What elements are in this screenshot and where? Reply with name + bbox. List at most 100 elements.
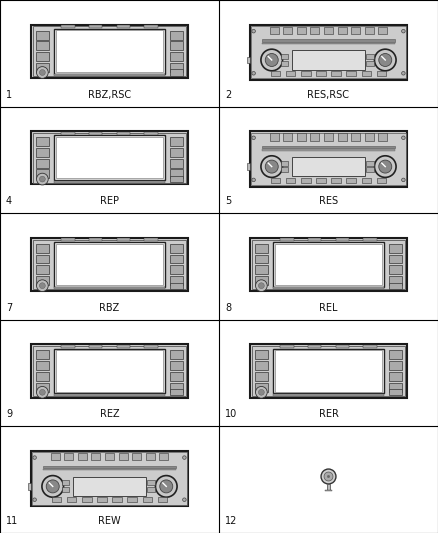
Bar [142,497,152,503]
Bar [32,133,187,182]
Bar [281,54,288,59]
Bar [270,27,279,34]
Bar [338,133,346,141]
Bar [170,372,183,381]
Bar [280,238,294,241]
Bar [113,497,122,503]
Bar [31,131,188,184]
Bar [89,238,102,241]
Text: RES,RSC: RES,RSC [307,90,350,100]
Bar [170,159,183,167]
Bar [338,27,346,34]
Bar [273,287,384,289]
Circle shape [155,475,177,497]
Bar [36,63,49,72]
Bar [78,453,87,461]
Bar [36,42,49,50]
Bar [377,71,386,76]
Circle shape [252,71,255,75]
Bar [389,389,402,395]
Circle shape [36,173,48,185]
Bar [54,29,165,74]
Bar [170,176,183,182]
Bar [61,238,75,241]
Bar [170,148,183,157]
Bar [286,177,296,183]
Circle shape [258,390,264,395]
Circle shape [265,53,278,67]
Bar [346,177,356,183]
Bar [292,157,365,176]
Bar [147,487,155,492]
Bar [36,361,49,370]
Bar [366,160,374,166]
Bar [325,490,332,491]
Bar [31,238,188,291]
Circle shape [252,29,255,33]
Text: REZ: REZ [100,409,119,419]
Text: RER: RER [318,409,339,419]
Bar [255,276,268,285]
Bar [36,350,49,359]
Bar [311,133,319,141]
Text: 9: 9 [6,409,12,419]
Bar [54,242,165,287]
Bar [62,487,69,492]
Bar [127,497,137,503]
Bar [61,345,75,348]
Circle shape [402,71,405,75]
Circle shape [379,53,392,67]
Bar [262,43,395,44]
Text: 8: 8 [225,303,231,313]
Text: 10: 10 [225,409,237,419]
Bar [117,345,130,348]
Bar [366,167,374,172]
Bar [28,483,32,490]
Bar [54,181,165,183]
Bar [158,497,167,503]
Bar [32,27,187,76]
Bar [89,132,102,135]
Bar [255,361,268,370]
Bar [275,350,382,392]
Bar [316,71,325,76]
Bar [389,361,402,370]
Circle shape [252,178,255,182]
Text: 5: 5 [225,196,231,206]
Bar [297,27,306,34]
Bar [281,167,288,172]
Bar [170,383,183,392]
Bar [170,30,183,39]
Bar [389,350,402,359]
Bar [251,346,406,395]
Bar [273,394,384,396]
Bar [170,389,183,395]
Bar [51,453,60,461]
Bar [36,244,49,253]
Bar [36,52,49,61]
Bar [105,453,114,461]
Bar [54,287,165,289]
Bar [389,265,402,274]
Bar [36,383,49,392]
Bar [324,133,333,141]
Bar [89,25,102,28]
Bar [251,240,406,289]
Bar [255,255,268,263]
Bar [67,497,77,503]
Circle shape [374,49,396,71]
Bar [389,276,402,285]
Bar [32,453,187,505]
Bar [159,453,168,461]
Bar [262,146,395,148]
Bar [297,133,306,141]
Bar [351,133,360,141]
Bar [255,372,268,381]
Bar [378,133,387,141]
Bar [36,159,49,167]
Bar [262,39,395,42]
Circle shape [402,29,405,33]
Bar [170,169,183,179]
Bar [275,244,382,285]
Bar [170,282,183,289]
